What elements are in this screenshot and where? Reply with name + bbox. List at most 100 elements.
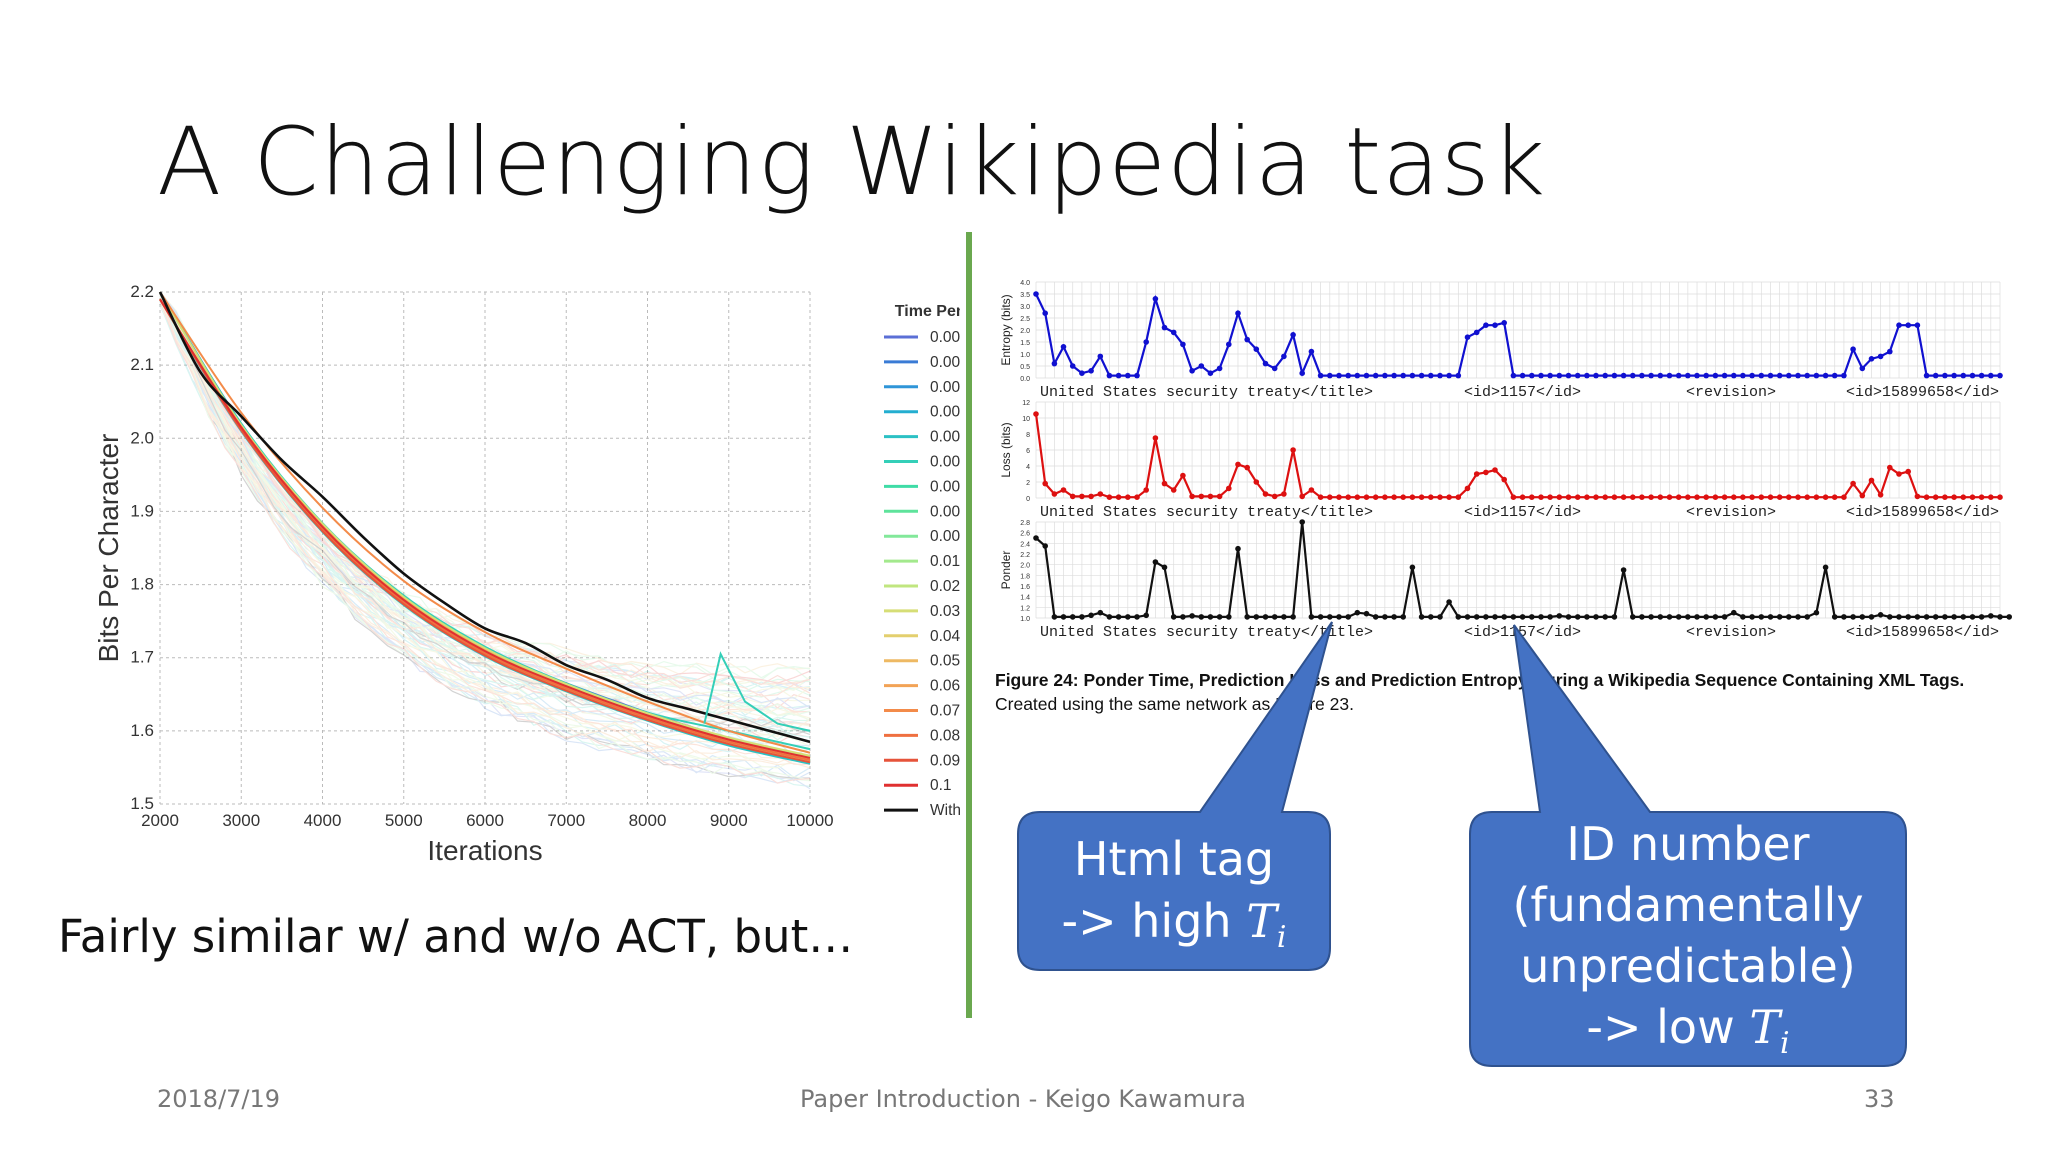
slide-title: A Challenging Wikipedia task xyxy=(157,108,1547,217)
panel-point xyxy=(1758,372,1765,379)
panel-point xyxy=(1170,614,1177,620)
panel-point xyxy=(1235,461,1241,468)
panel-point xyxy=(1336,614,1342,620)
panel-point xyxy=(1473,471,1480,477)
panel-point xyxy=(1942,614,1948,620)
panel-point xyxy=(1391,614,1397,620)
panel-point xyxy=(1786,372,1792,379)
panel-point xyxy=(1464,485,1471,492)
noise-curve xyxy=(159,291,811,713)
panel-point xyxy=(1978,372,1985,379)
panel-point xyxy=(1088,368,1094,374)
series-spike xyxy=(703,651,811,732)
panel-point xyxy=(1161,564,1168,571)
panel-ytick: 2.5 xyxy=(1020,316,1030,323)
panel-point xyxy=(1565,372,1572,379)
panel-point xyxy=(1639,494,1645,500)
panel-point xyxy=(1731,494,1737,500)
html-tag-callout xyxy=(1017,621,1333,971)
id-number-line3: unpredictable) xyxy=(1520,939,1856,993)
panel-point xyxy=(1299,519,1305,525)
panel-ytick: 1.0 xyxy=(1020,616,1030,623)
panel-point xyxy=(1804,372,1810,379)
id-number-line4: -> low Ti xyxy=(1586,1000,1790,1062)
panel-point xyxy=(1896,322,1902,328)
noise-curve xyxy=(159,298,811,779)
panel-point xyxy=(1574,494,1581,500)
panel-point xyxy=(1088,612,1094,619)
panel-ytick: 1.8 xyxy=(1020,573,1030,580)
noise-curve xyxy=(159,291,811,731)
panel-point xyxy=(1574,614,1581,620)
legend-label: 0.004 xyxy=(930,404,960,421)
panel-point xyxy=(1051,360,1058,367)
panel-point xyxy=(1951,372,1957,379)
legend-label: 0.07 xyxy=(930,703,960,720)
panel-point xyxy=(1639,614,1645,620)
panel-ytick: 2.8 xyxy=(1020,520,1030,527)
panel-ytick: 2 xyxy=(1026,480,1030,487)
panel-point xyxy=(1813,609,1820,616)
panel-point xyxy=(1271,493,1278,500)
panel-point xyxy=(1336,372,1342,379)
panel-point xyxy=(1969,614,1976,620)
panel-point xyxy=(1253,614,1260,620)
panel-point xyxy=(1446,372,1452,379)
panel-point xyxy=(1519,372,1526,379)
noise-curve xyxy=(159,291,811,726)
panel-point xyxy=(1776,494,1783,500)
panel-point xyxy=(1813,372,1820,379)
panel-point xyxy=(1896,471,1902,477)
panel-point xyxy=(1207,614,1214,620)
panel-point xyxy=(1088,493,1094,500)
panel-point xyxy=(1712,614,1719,620)
legend-label: 0.05 xyxy=(930,653,960,670)
html-tag-line1: Html tag xyxy=(1073,832,1275,886)
panel-point xyxy=(1281,491,1287,497)
noise-curve xyxy=(159,306,811,790)
x-tick-label: 5000 xyxy=(385,811,423,830)
panel-point xyxy=(1877,492,1884,498)
bpc-chart: 2000 3000 4000 5000 6000 7000 8000 9000 10000 1.5… xyxy=(93,282,960,866)
noise-curve xyxy=(159,291,811,716)
panel-point xyxy=(1556,372,1563,379)
panel-point xyxy=(1630,494,1636,500)
panel-point xyxy=(1437,372,1443,379)
legend-label: 0.008 xyxy=(930,503,960,520)
panel-point xyxy=(1951,494,1957,500)
panel-point xyxy=(1317,372,1324,379)
panel-point xyxy=(1345,494,1351,500)
panel-point xyxy=(1997,372,2003,379)
panel-point xyxy=(1363,372,1370,379)
panel-point xyxy=(1299,370,1305,376)
panel-point xyxy=(1721,494,1728,500)
panel-point xyxy=(1308,614,1315,620)
panel-point xyxy=(1859,492,1866,499)
noise-curve xyxy=(159,291,810,689)
panel-point xyxy=(1152,559,1159,565)
panel-point xyxy=(1262,360,1269,367)
noise-curve xyxy=(159,301,811,782)
panel-point xyxy=(1418,372,1425,379)
panel-point xyxy=(1060,344,1067,350)
panel-point xyxy=(1428,494,1434,500)
panel-point xyxy=(1079,493,1085,500)
panel-ytick: 2.2 xyxy=(1020,552,1030,559)
panel-point xyxy=(1529,614,1535,620)
legend-title: Time Penalty xyxy=(895,303,960,320)
legend-label: 0.06 xyxy=(930,678,960,695)
caption-normal: Created using the same network as Figure… xyxy=(995,694,1354,714)
panel-xtick-label: <revision> xyxy=(1686,504,1776,521)
panel-point xyxy=(1749,494,1755,500)
y-tick-label: 1.9 xyxy=(130,501,154,520)
panel-point xyxy=(1951,614,1957,620)
panel-point xyxy=(1905,468,1911,475)
panel-xtick-label: <id>1157</id> xyxy=(1464,624,1581,641)
panel-point xyxy=(1483,614,1489,620)
panel-point xyxy=(1501,614,1507,620)
panel-point xyxy=(1887,614,1893,620)
panel-xtick-label: <id>1157</id> xyxy=(1464,384,1581,401)
panel-point xyxy=(1657,494,1664,500)
panel-point xyxy=(1611,614,1618,620)
series-line-0-07 xyxy=(159,291,811,754)
